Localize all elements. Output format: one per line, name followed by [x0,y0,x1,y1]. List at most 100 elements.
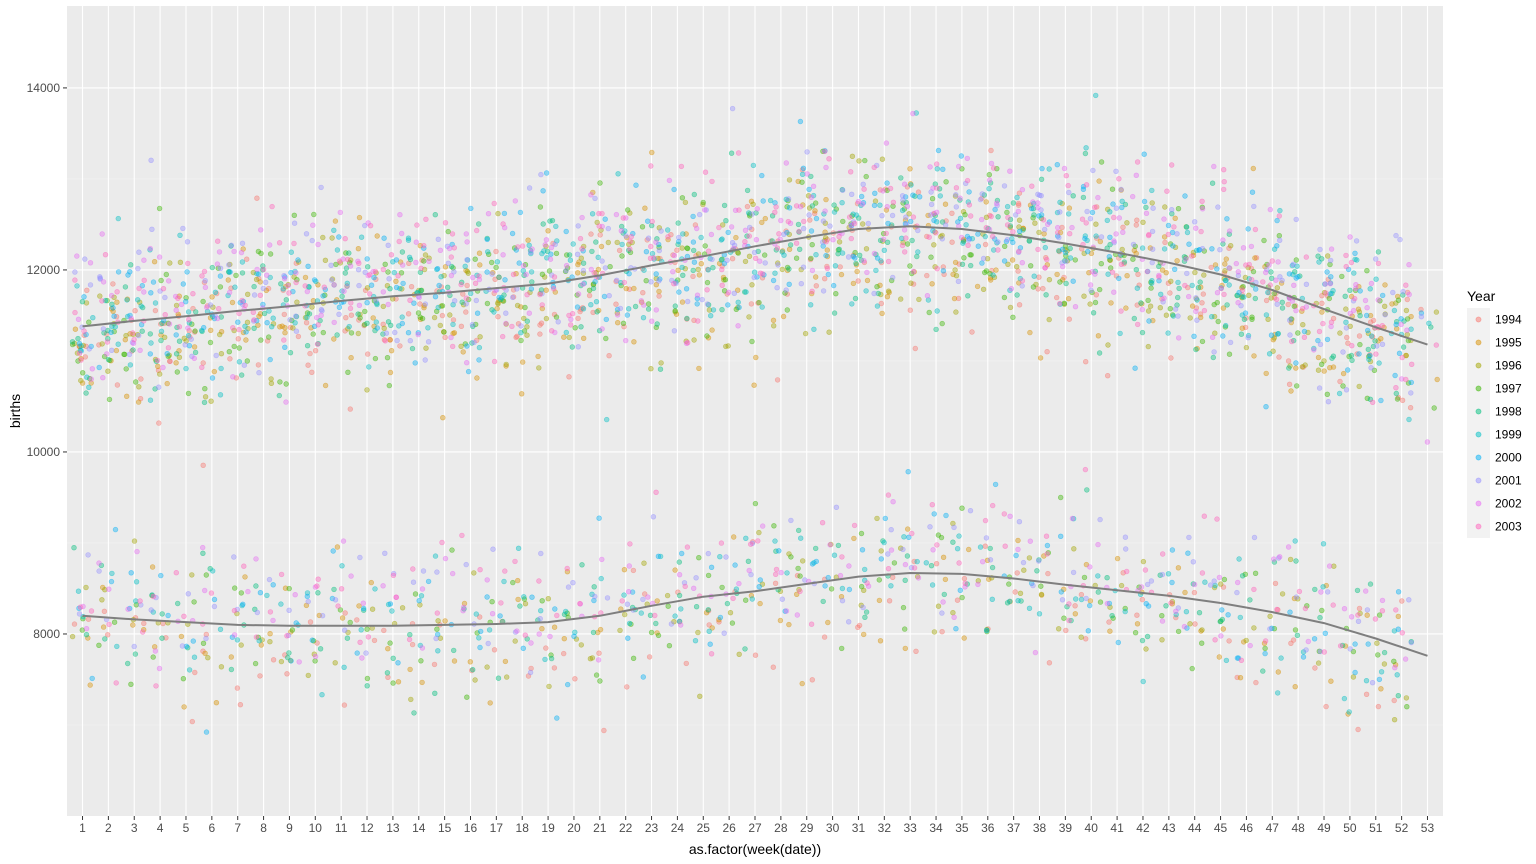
data-point [1081,293,1087,299]
data-point [598,575,604,582]
data-point [953,204,959,210]
data-point [183,643,190,649]
data-point [367,272,373,278]
data-point [1189,253,1195,259]
data-point [473,611,479,617]
data-point [942,576,949,583]
data-point [1056,300,1063,307]
data-point [539,250,545,257]
data-point [111,619,118,625]
data-point [217,273,224,279]
data-point [484,269,490,275]
data-point [302,283,308,289]
data-point [1293,383,1300,389]
data-point [134,548,140,555]
data-point [342,236,348,242]
x-tick-label: 28 [774,821,788,835]
data-point [529,279,535,285]
data-point [281,337,287,343]
data-point [939,610,945,616]
data-point [484,236,490,243]
data-point [702,169,709,175]
data-point [348,573,354,579]
data-point [974,283,981,290]
data-point [423,345,429,351]
data-point [1004,209,1010,216]
data-point [1199,206,1206,212]
data-point [732,562,738,568]
data-point [1301,328,1308,335]
data-point [1063,627,1069,634]
data-point [623,233,629,239]
data-point [648,318,655,324]
data-point [563,262,570,269]
data-point [1118,582,1125,589]
data-point [1214,516,1220,522]
data-point [729,105,736,112]
data-point [960,209,967,215]
data-point [393,257,400,263]
data-point [537,331,543,337]
data-point [211,368,218,375]
x-tick-label: 11 [335,821,348,835]
data-point [1328,246,1335,252]
data-point [861,566,868,573]
data-point [390,655,396,661]
data-point [547,256,554,262]
data-point [242,302,248,308]
data-point [114,643,120,650]
data-point [210,568,216,574]
data-point [1015,268,1021,274]
data-point [848,235,854,242]
data-point [156,420,162,426]
data-point [735,299,741,305]
data-point [578,324,584,330]
data-point [106,621,112,628]
data-point [329,235,335,241]
data-point [1082,466,1089,473]
data-point [695,266,701,273]
data-point [1349,343,1355,349]
data-point [995,247,1001,253]
data-point [1399,354,1405,361]
data-point [1092,299,1099,306]
data-point [759,304,765,310]
data-point [539,302,545,308]
data-point [305,362,311,368]
data-point [705,607,711,613]
data-point [908,182,914,188]
data-point [719,282,725,288]
data-point [407,631,413,638]
data-point [1057,209,1063,215]
data-point [916,194,923,200]
data-point [72,326,79,332]
data-point [367,291,373,297]
data-point [413,259,419,266]
data-point [1162,239,1168,246]
data-point [473,297,479,304]
data-point [1066,189,1072,196]
data-point [682,266,688,272]
data-point [183,295,189,301]
data-point [915,249,921,255]
data-point [251,292,258,298]
data-point [1285,301,1291,308]
data-point [231,607,238,614]
data-point [312,653,319,660]
data-point [1118,308,1124,314]
data-point [1324,391,1331,397]
data-point [949,210,955,217]
data-point [355,330,361,337]
data-point [515,244,521,250]
data-point [835,251,841,257]
data-point [1080,186,1087,193]
data-point [156,205,163,212]
data-point [863,288,869,294]
data-point [84,374,90,380]
data-point [788,554,794,560]
data-point [1319,309,1325,315]
data-point [518,391,525,397]
data-point [805,193,812,199]
data-point [951,614,957,620]
data-point [680,272,686,278]
